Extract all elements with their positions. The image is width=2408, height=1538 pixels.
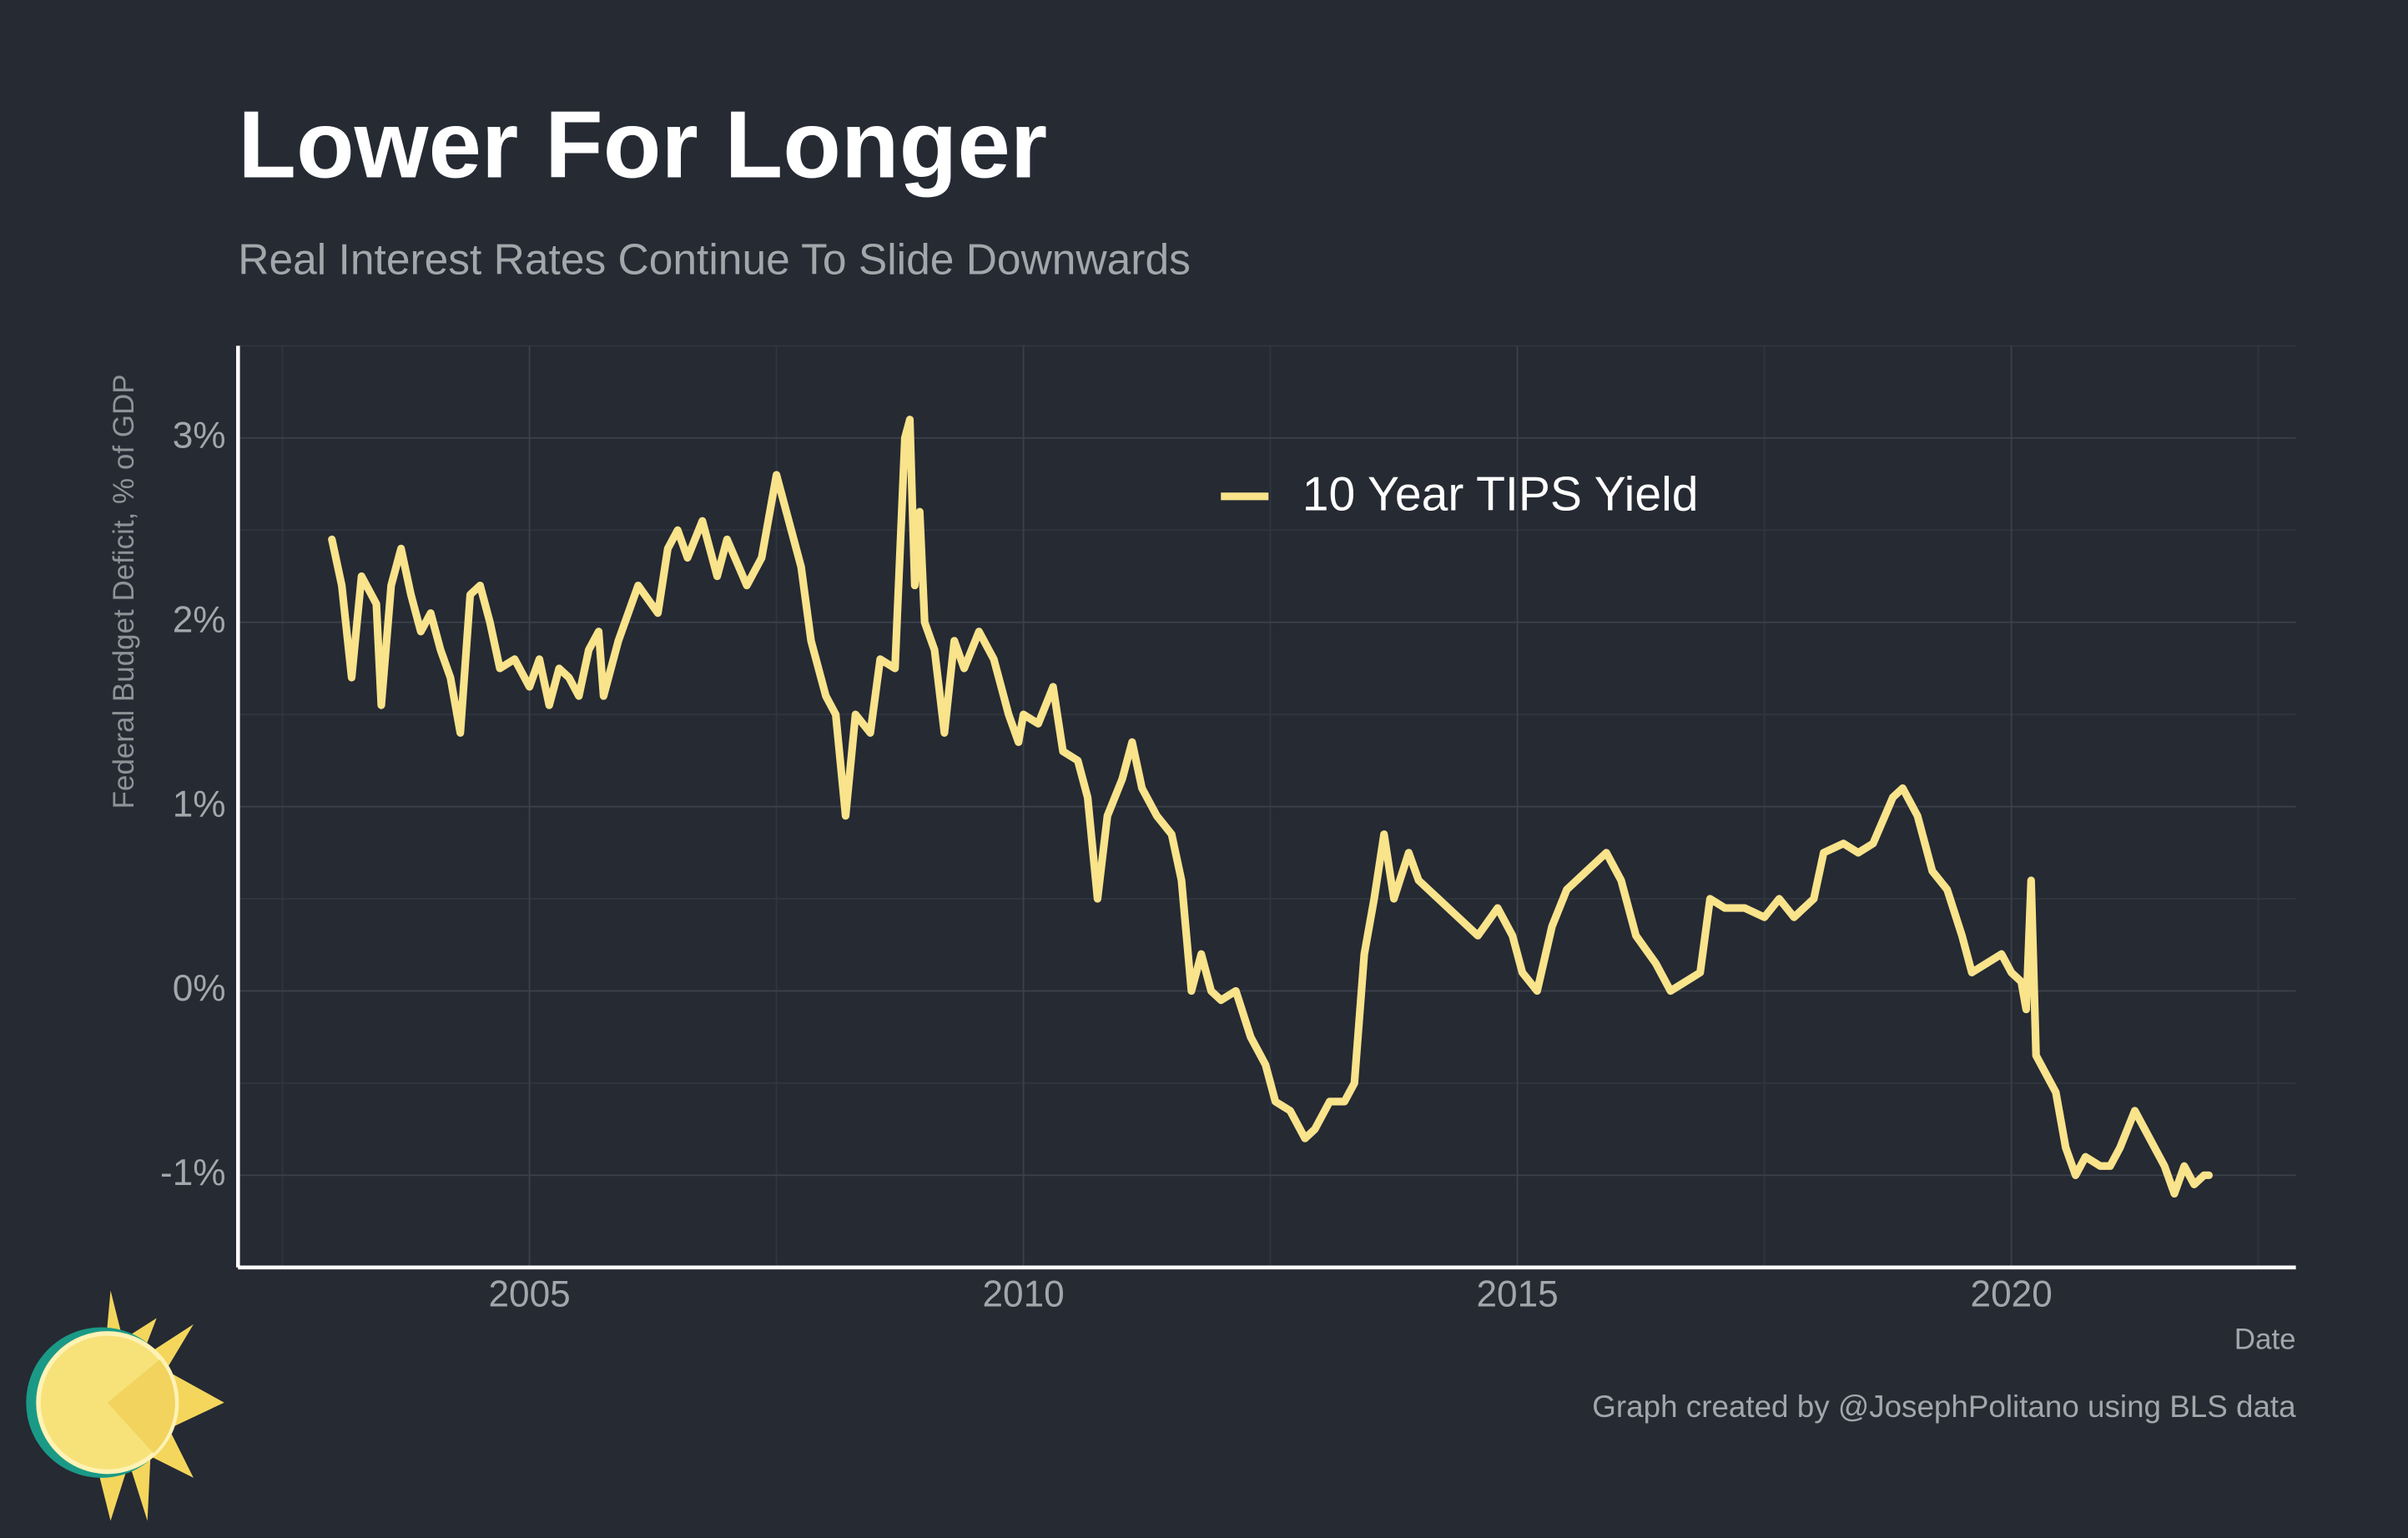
y-tick-label: 2% [173, 599, 226, 640]
data-line [328, 416, 2214, 1198]
caption: Graph created by @JosephPolitano using B… [1592, 1389, 2296, 1424]
y-axis-label: Federal Budget Deficit, % of GDP [108, 374, 140, 809]
legend: 10 Year TIPS Yield [1221, 468, 1698, 522]
y-tick-label: 3% [173, 416, 226, 456]
y-tick-label: -1% [160, 1152, 226, 1193]
x-axis-label: Date [2234, 1323, 2296, 1355]
logo [26, 1290, 224, 1521]
plot-area: -1% 0% 1% 2% 3% 2005 2010 2015 2020 [160, 345, 2296, 1314]
y-tick-label: 1% [173, 784, 226, 824]
y-tick-label: 0% [173, 968, 226, 1009]
x-tick-label: 2005 [488, 1273, 570, 1314]
x-tick-label: 2010 [982, 1273, 1064, 1314]
chart-title: Lower For Longer [238, 93, 1047, 199]
legend-label: 10 Year TIPS Yield [1302, 468, 1699, 522]
chart-subtitle: Real Interest Rates Continue To Slide Do… [238, 235, 1191, 284]
x-tick-label: 2020 [1971, 1273, 2053, 1314]
x-tick-label: 2015 [1476, 1273, 1558, 1314]
